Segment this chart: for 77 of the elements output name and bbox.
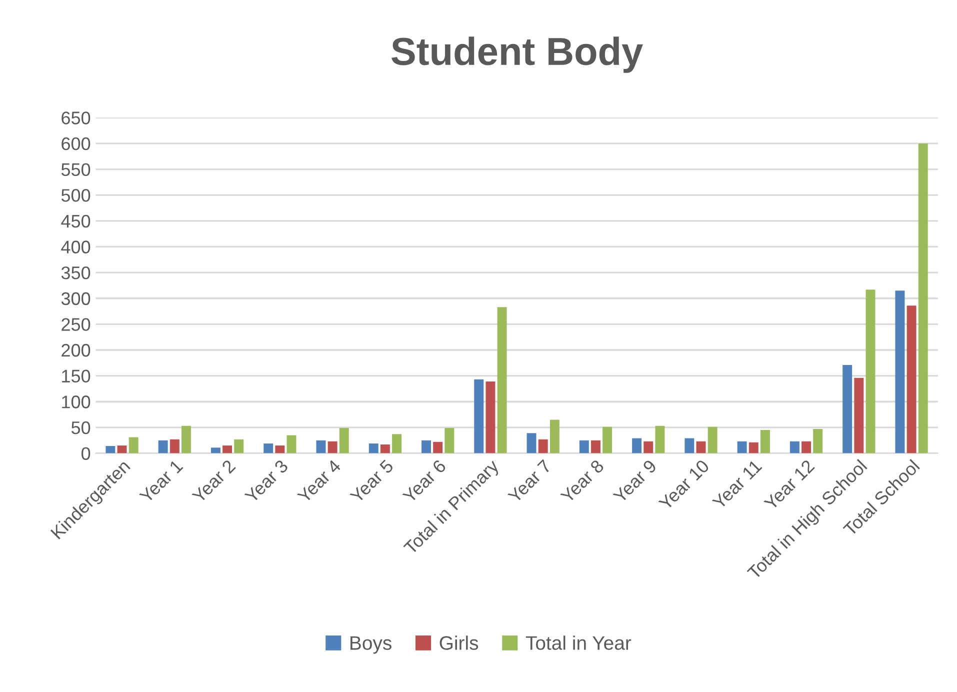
- bar: [696, 441, 706, 454]
- chart-title: Student Body: [392, 36, 643, 73]
- bar: [526, 433, 536, 454]
- y-tick-label: 50: [71, 421, 90, 434]
- bar: [895, 290, 905, 454]
- x-tick-label: Year 1: [138, 459, 184, 504]
- bar: [644, 441, 654, 454]
- bar: [708, 426, 718, 454]
- bar: [106, 446, 116, 454]
- bar: [632, 438, 642, 454]
- legend-label: Total in Year: [526, 636, 632, 650]
- bar: [760, 430, 770, 454]
- y-tick-label: 0: [82, 447, 90, 460]
- x-tick-label: Year 7: [507, 459, 552, 504]
- x-tick-label: Year 6: [402, 459, 447, 504]
- y-tick-label: 550: [61, 163, 90, 176]
- bar: [474, 379, 484, 454]
- bar: [392, 434, 402, 454]
- bar: [590, 440, 600, 454]
- x-tick-label: Year 8: [560, 459, 605, 504]
- bar: [117, 446, 127, 454]
- bar: [222, 446, 232, 454]
- y-tick-label: 200: [62, 344, 90, 357]
- bar: [433, 442, 443, 454]
- y-tick-label: 300: [61, 292, 90, 306]
- legend-label: Girls: [440, 636, 478, 650]
- bar: [486, 381, 496, 454]
- y-tick-label: 350: [61, 266, 90, 280]
- bar: [655, 426, 665, 454]
- y-tick-label: 100: [62, 396, 90, 408]
- bar: [854, 378, 864, 454]
- bar: [444, 428, 454, 454]
- bar: [339, 428, 349, 454]
- bar: [286, 435, 296, 454]
- bar: [918, 143, 928, 454]
- x-tick-label: Year 9: [612, 459, 658, 504]
- y-tick-label: 400: [61, 240, 90, 254]
- bar: [264, 443, 274, 454]
- x-tick-label: Year 4: [296, 458, 342, 504]
- y-tick-label: 650: [62, 112, 90, 124]
- bar: [328, 441, 338, 454]
- y-tick-label: 450: [61, 214, 90, 228]
- y-tick-label: 250: [62, 318, 90, 331]
- y-tick-label: 500: [61, 189, 90, 202]
- bar: [602, 426, 612, 454]
- bar: [538, 439, 548, 454]
- bar: [380, 444, 390, 454]
- x-tick-label: Year 5: [349, 459, 394, 504]
- bar: [128, 437, 138, 454]
- bar: [550, 420, 560, 454]
- bar: [906, 306, 916, 454]
- bar: [422, 440, 431, 454]
- bar: [170, 439, 180, 454]
- bar: [579, 440, 589, 454]
- legend-label: Boys: [350, 636, 392, 654]
- bar: [790, 441, 800, 454]
- bar: [275, 446, 285, 454]
- x-tick-label: Year 3: [244, 459, 289, 504]
- bar: [842, 364, 852, 454]
- bar: [684, 438, 694, 454]
- bar: [748, 442, 758, 454]
- x-tick-label: Year 11: [712, 459, 762, 510]
- y-tick-label: 600: [62, 137, 90, 150]
- bar: [181, 426, 191, 454]
- y-tick-label: 150: [62, 370, 90, 383]
- bar: [316, 440, 326, 454]
- bar: [210, 448, 220, 454]
- bar: [497, 307, 507, 454]
- x-tick-label: Year 10: [658, 458, 710, 511]
- x-tick-label: Year 2: [191, 459, 236, 504]
- bar: [368, 443, 378, 454]
- bar: [813, 428, 823, 454]
- bar: [234, 439, 244, 454]
- bar: [866, 290, 876, 454]
- bar: [737, 441, 747, 454]
- bar: [158, 440, 168, 454]
- bar: [802, 441, 812, 454]
